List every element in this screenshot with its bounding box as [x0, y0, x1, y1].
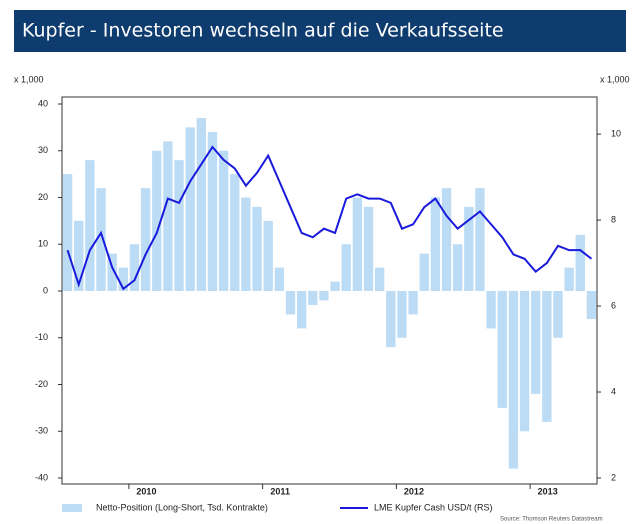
bar	[96, 188, 106, 291]
bar	[464, 206, 474, 291]
bar	[330, 281, 340, 291]
bar	[230, 174, 240, 291]
bar	[386, 291, 396, 348]
bar	[441, 188, 452, 291]
y2-unit: x 1,000	[600, 74, 630, 84]
y-tick-label: 0	[43, 285, 48, 295]
y-tick-label: 20	[38, 192, 48, 202]
y2-tick-label: 8	[611, 214, 616, 224]
bar	[207, 132, 218, 291]
bar	[185, 127, 195, 291]
bar	[274, 267, 285, 291]
chart-title: Kupfer - Investoren wechseln auf die Ver…	[22, 20, 504, 42]
bar	[107, 253, 117, 291]
y2-tick-label: 10	[611, 128, 621, 138]
bar	[586, 291, 597, 320]
bar	[475, 188, 485, 291]
y-tick-label: 40	[38, 98, 48, 108]
x-tick-label: 2012	[404, 486, 424, 496]
y2-tick-label: 2	[611, 472, 616, 482]
bar	[497, 291, 507, 408]
source: Source: Thomson Reuters Datastream	[500, 517, 603, 523]
y-tick-label: 30	[38, 145, 48, 155]
legend-swatch	[62, 504, 82, 512]
bar	[397, 291, 407, 338]
bar	[285, 291, 296, 315]
line	[66, 145, 593, 291]
bar	[241, 197, 251, 291]
y-tick-label: -40	[35, 472, 48, 482]
bar	[85, 160, 95, 291]
legend-label: Netto-Position (Long-Short, Tsd. Kontrak…	[96, 502, 268, 512]
bar	[163, 141, 173, 291]
bar	[263, 220, 273, 291]
bar	[296, 291, 307, 329]
x-tick-label: 2013	[538, 486, 558, 496]
bar	[129, 244, 140, 291]
bar	[575, 234, 585, 291]
bar	[196, 118, 207, 292]
bar	[542, 291, 552, 422]
y2-tick-label: 4	[611, 386, 616, 396]
bar	[341, 244, 351, 291]
x-tick-label: 2010	[136, 486, 156, 496]
bar	[553, 291, 563, 338]
y-tick-label: -30	[35, 426, 48, 436]
bar	[531, 291, 541, 394]
bar	[452, 244, 463, 291]
bar	[140, 188, 151, 291]
legend-label: LME Kupfer Cash USD/t (RS)	[374, 502, 493, 512]
bar	[363, 206, 374, 291]
y-tick-label: -20	[35, 379, 48, 389]
bar	[152, 150, 162, 291]
bar	[486, 291, 496, 329]
bar	[218, 150, 229, 291]
bar	[252, 206, 262, 291]
bar	[419, 253, 429, 291]
y-tick-label: -10	[35, 332, 48, 342]
bar	[519, 291, 530, 432]
y-tick-label: 10	[38, 239, 48, 249]
bar	[118, 267, 128, 291]
bar	[62, 174, 73, 291]
bar	[352, 197, 363, 291]
bar	[74, 220, 84, 291]
x-tick-label: 2011	[270, 486, 290, 496]
title-banner	[14, 10, 626, 52]
bar	[564, 267, 574, 291]
bar	[319, 291, 329, 301]
bar	[374, 267, 385, 291]
bar	[430, 197, 441, 291]
bar	[408, 291, 418, 315]
bar	[308, 291, 318, 306]
y2-tick-label: 6	[611, 300, 616, 310]
bar	[174, 160, 184, 291]
y-unit: x 1,000	[14, 74, 44, 84]
bar	[508, 291, 519, 469]
